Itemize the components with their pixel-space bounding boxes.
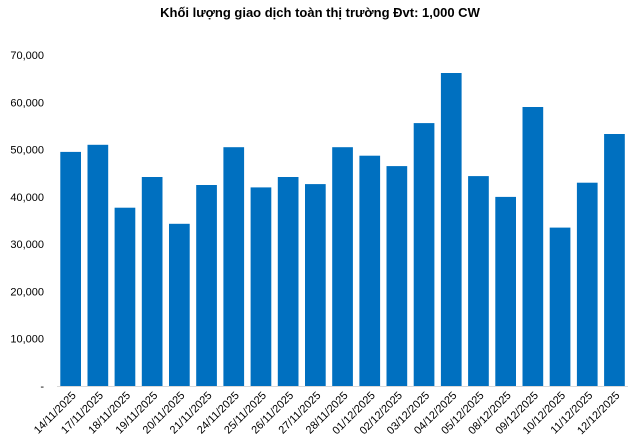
y-axis-labels: - 10,000 20,000 30,000 40,000 50,000 60,000 70,… (10, 50, 44, 393)
bar-17-11-2025 (87, 144, 109, 386)
bar-28-11-2025 (332, 147, 353, 386)
bar-25-11-2025 (250, 187, 272, 386)
y-tick-label: - (40, 381, 44, 393)
bar-11-12-2025 (576, 182, 598, 386)
y-tick-label: 70,000 (10, 50, 44, 62)
bar-21-11-2025 (196, 185, 217, 386)
bar-08-12-2025 (495, 196, 516, 386)
bar-27-11-2025 (305, 184, 326, 386)
bars (60, 73, 625, 386)
y-tick-label: 60,000 (10, 97, 44, 109)
bar-24-11-2025 (223, 147, 245, 386)
bar-10-12-2025 (549, 227, 571, 386)
bar-19-11-2025 (141, 177, 163, 386)
y-tick-label: 50,000 (10, 145, 44, 157)
y-tick-label: 10,000 (10, 334, 44, 346)
bar-01-12-2025 (359, 155, 381, 386)
x-axis-labels: 14/11/202517/11/202518/11/202519/11/2025… (32, 390, 623, 437)
bar-14-11-2025 (60, 151, 81, 386)
bar-18-11-2025 (114, 207, 136, 386)
y-tick-label: 20,000 (10, 286, 44, 298)
chart-title: Khối lượng giao dịch toàn thị trường Đvt… (160, 5, 480, 20)
bar-04-12-2025 (440, 73, 462, 386)
y-tick-label: 40,000 (10, 192, 44, 204)
bar-26-11-2025 (277, 177, 299, 386)
bar-02-12-2025 (386, 166, 408, 386)
y-tick-label: 30,000 (10, 239, 44, 251)
bar-09-12-2025 (522, 107, 544, 386)
bar-12-12-2025 (604, 134, 625, 386)
bar-05-12-2025 (468, 176, 489, 386)
bar-03-12-2025 (413, 123, 435, 386)
bar-20-11-2025 (169, 223, 190, 386)
